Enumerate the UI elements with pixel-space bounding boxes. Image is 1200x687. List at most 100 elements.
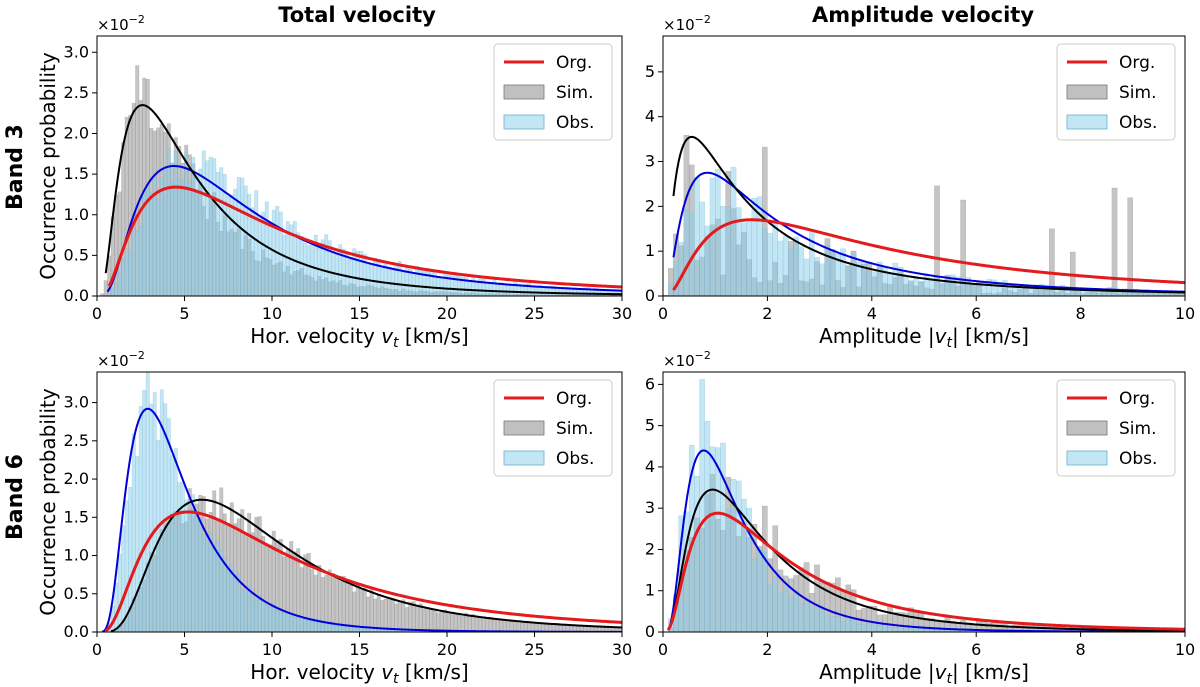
hist-bar: [887, 273, 893, 296]
hist-bar: [341, 625, 346, 632]
hist-bar: [233, 574, 238, 632]
hist-bar: [282, 234, 287, 296]
hist-bar: [261, 600, 266, 632]
chart-panel-b3-total: 0 5 10 15 20 25 30 0.0 0.5 1.0 1.5 2.0 2.5 3.0 ×10−2 Ho…: [36, 13, 632, 351]
hist-bar: [359, 588, 364, 632]
hist-bar: [236, 177, 241, 296]
hist-bar: [320, 622, 325, 632]
hist-bar: [240, 588, 245, 632]
legend-swatch-sim: [1066, 420, 1108, 436]
hist-bar: [432, 270, 437, 296]
hist-bar: [762, 551, 768, 632]
x-axis-label: Hor. velocity vt [km/s]: [250, 324, 468, 351]
hist-bar: [327, 623, 332, 632]
y-tick-label: 5: [645, 416, 655, 435]
x-tick-label: 15: [349, 640, 369, 659]
hist-bar: [1116, 291, 1123, 296]
hist-bar: [882, 624, 888, 632]
hist-bar: [929, 280, 935, 296]
hist-bar: [303, 243, 308, 296]
x-tick-label: 4: [867, 304, 877, 323]
axes-frame: [662, 371, 1186, 633]
hist-bar: [746, 222, 752, 296]
hist-bar: [114, 582, 119, 632]
y-tick-label: 2.5: [64, 431, 89, 450]
hist-bar: [715, 168, 721, 296]
plot-area: [663, 379, 1185, 632]
hist-bar: [355, 584, 360, 632]
y-multiplier: ×10−2: [663, 349, 711, 370]
hist-bar: [850, 253, 857, 296]
hist-bar: [198, 520, 203, 632]
legend: Org. Sim. Obs.: [1056, 43, 1176, 141]
hist-bar: [387, 598, 392, 632]
hist-bar: [845, 265, 852, 296]
hist-bar: [887, 627, 893, 632]
y-tick-label: 1.5: [64, 507, 89, 526]
hist-bar: [772, 577, 778, 632]
hist-bar: [788, 248, 794, 296]
hist-bar: [184, 152, 189, 296]
hist-bar: [793, 236, 799, 296]
hist-bar: [474, 616, 479, 632]
hist-bar: [485, 618, 490, 632]
y-tick-label: 0.5: [64, 245, 89, 264]
hist-bar: [247, 585, 252, 632]
hist-bar: [537, 622, 542, 632]
hist-bar: [425, 609, 430, 632]
row-label-band6: Band 6: [3, 454, 28, 540]
hist-bar: [782, 235, 789, 296]
hist-bar: [415, 606, 420, 632]
y-tick-label: 1.5: [64, 164, 89, 183]
x-tick-label: 0: [658, 304, 668, 323]
x-tick-label: 25: [524, 640, 544, 659]
hist-bar: [866, 270, 872, 296]
hist-bar: [436, 612, 441, 632]
y-tick-label: 3: [645, 498, 655, 517]
hist-bar: [694, 177, 700, 296]
chart-panel-b3-amp: 0 2 4 6 8 10 0 1 2 3 4 5 ×10−2 Amplitude |vt| [km/s] O…: [645, 13, 1195, 351]
hist-bar: [131, 228, 136, 296]
hist-bar: [404, 607, 409, 632]
hist-bar: [793, 590, 799, 632]
hist-bar: [502, 621, 507, 632]
legend: Org. Sim. Obs.: [493, 379, 613, 477]
hist-bar: [777, 592, 784, 632]
x-tick-label: 2: [762, 640, 772, 659]
hist-bar: [380, 265, 385, 296]
row-label-band3: Band 3: [3, 124, 28, 210]
hist-bar: [362, 588, 367, 632]
hist-bar: [177, 482, 182, 632]
hist-bar: [443, 273, 448, 296]
fit-curve-org: [666, 511, 1185, 631]
x-tick-label: 25: [524, 304, 544, 323]
hist-bar: [212, 158, 217, 296]
hist-bar: [741, 222, 747, 296]
hist-bar: [152, 392, 157, 632]
hist-bar: [492, 619, 497, 632]
legend-label: Org.: [556, 389, 592, 409]
hist-bar: [720, 442, 726, 632]
legend-swatch-obs: [1066, 450, 1108, 466]
hist-bar: [149, 192, 154, 296]
hist-bar: [520, 285, 525, 296]
fit-curve-org: [107, 185, 622, 289]
hist-bar: [492, 279, 497, 296]
hist-obs: [97, 148, 622, 296]
hist-bar: [355, 251, 360, 296]
hist-bar: [135, 455, 140, 632]
hist-bar: [282, 610, 287, 632]
hist-bar: [250, 594, 255, 632]
hist-bar: [142, 389, 147, 632]
hist-bar: [285, 612, 290, 632]
hist-bar: [1033, 287, 1039, 296]
legend-swatch-obs: [1066, 114, 1108, 130]
y-tick-label: 2: [645, 196, 655, 215]
y-tick-label: 2.0: [64, 124, 89, 143]
hist-bar: [767, 584, 773, 632]
hist-bar: [411, 273, 416, 296]
hist-bar: [219, 550, 224, 632]
hist-bar: [767, 233, 773, 296]
fit-curve-simfit: [669, 488, 1185, 632]
hist-bar: [534, 622, 539, 632]
